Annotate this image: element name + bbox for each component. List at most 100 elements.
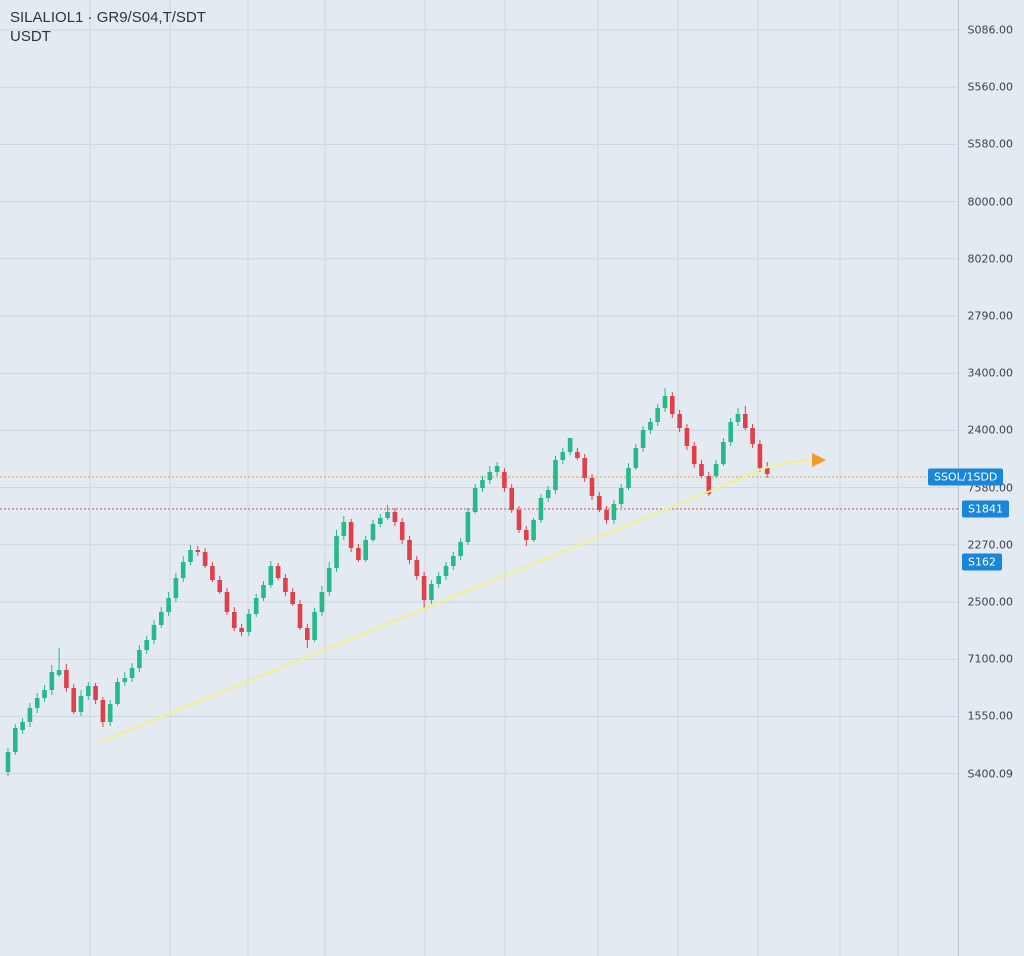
candle[interactable] <box>604 506 609 524</box>
candle[interactable] <box>721 438 726 466</box>
candle[interactable] <box>224 588 230 615</box>
candle[interactable] <box>78 690 84 716</box>
candle[interactable] <box>524 526 529 546</box>
candle[interactable] <box>319 586 325 616</box>
candle[interactable] <box>27 703 33 727</box>
candle[interactable] <box>472 484 478 514</box>
candle[interactable] <box>217 576 222 594</box>
candle[interactable] <box>326 562 332 596</box>
candle[interactable] <box>173 573 179 602</box>
candle[interactable] <box>283 574 288 596</box>
candle[interactable] <box>107 700 113 726</box>
candle[interactable] <box>100 697 106 727</box>
price-tag[interactable]: S1841 <box>962 500 1009 518</box>
candle[interactable] <box>436 572 441 588</box>
candle[interactable] <box>560 448 566 464</box>
candle[interactable] <box>151 620 157 644</box>
candle[interactable] <box>429 580 434 604</box>
candle[interactable] <box>575 448 580 460</box>
candle[interactable] <box>188 545 193 565</box>
candle[interactable] <box>538 494 544 523</box>
candle[interactable] <box>458 538 463 560</box>
candle[interactable] <box>487 466 493 484</box>
candle[interactable] <box>348 519 354 552</box>
candle[interactable] <box>356 544 361 562</box>
candle[interactable] <box>34 693 40 713</box>
candle[interactable] <box>589 474 595 500</box>
candle[interactable] <box>684 424 690 450</box>
candle[interactable] <box>290 588 295 606</box>
candle[interactable] <box>633 444 639 470</box>
candle[interactable] <box>49 665 55 695</box>
candle[interactable] <box>516 506 522 533</box>
candle[interactable] <box>115 678 120 706</box>
candle[interactable] <box>648 418 653 434</box>
candle[interactable] <box>268 561 274 588</box>
candle[interactable] <box>385 505 390 520</box>
candle[interactable] <box>20 718 25 734</box>
candle[interactable] <box>531 518 536 542</box>
candle[interactable] <box>86 682 91 700</box>
candle[interactable] <box>246 609 252 636</box>
candle[interactable] <box>195 546 201 556</box>
projection-curve[interactable] <box>741 459 815 479</box>
candle[interactable] <box>677 410 682 432</box>
candle[interactable] <box>494 462 500 476</box>
candle[interactable] <box>553 456 558 494</box>
candle[interactable] <box>13 724 18 755</box>
price-tag[interactable]: SSOL/1SDD <box>928 468 1004 486</box>
candle[interactable] <box>545 486 551 502</box>
candle[interactable] <box>56 648 62 677</box>
candle[interactable] <box>567 438 573 455</box>
candle[interactable] <box>261 581 266 601</box>
candle[interactable] <box>465 508 471 545</box>
candle[interactable] <box>691 442 697 468</box>
candle[interactable] <box>93 683 98 704</box>
price-tag[interactable]: S162 <box>962 553 1002 571</box>
candle[interactable] <box>764 462 770 478</box>
candle[interactable] <box>378 514 383 527</box>
candle[interactable] <box>640 426 646 452</box>
candle[interactable] <box>757 440 763 472</box>
candle[interactable] <box>363 536 368 562</box>
candle[interactable] <box>618 484 624 508</box>
candle[interactable] <box>582 454 587 482</box>
candle[interactable] <box>297 600 303 630</box>
candle[interactable] <box>597 492 602 512</box>
candle[interactable] <box>232 607 237 631</box>
candle[interactable] <box>670 392 675 418</box>
candle[interactable] <box>611 500 617 524</box>
candle[interactable] <box>655 404 660 426</box>
candle[interactable] <box>713 460 719 478</box>
candle[interactable] <box>399 518 405 544</box>
candle[interactable] <box>750 424 755 448</box>
candle[interactable] <box>180 556 186 582</box>
candle[interactable] <box>334 530 339 572</box>
candle[interactable] <box>443 562 449 580</box>
candle[interactable] <box>341 516 347 540</box>
candle[interactable] <box>137 645 142 672</box>
candle[interactable] <box>407 536 412 564</box>
candle[interactable] <box>239 624 244 636</box>
candle[interactable] <box>42 685 47 702</box>
trendline[interactable] <box>99 477 743 743</box>
candle[interactable] <box>144 636 149 654</box>
candle[interactable] <box>253 594 259 617</box>
candle[interactable] <box>305 624 310 648</box>
candle[interactable] <box>421 572 427 608</box>
drawing-overlays[interactable] <box>99 453 826 743</box>
candle[interactable] <box>502 468 507 492</box>
candle[interactable] <box>275 563 281 580</box>
candle[interactable] <box>122 672 128 686</box>
candle[interactable] <box>392 508 398 526</box>
candle[interactable] <box>129 663 135 682</box>
candle[interactable] <box>451 552 456 570</box>
candle[interactable] <box>159 607 164 628</box>
candle[interactable] <box>699 460 704 478</box>
candle[interactable] <box>735 408 741 426</box>
candle[interactable] <box>64 664 69 692</box>
candle[interactable] <box>414 556 420 580</box>
candle[interactable] <box>626 463 631 490</box>
candle[interactable] <box>312 608 317 642</box>
